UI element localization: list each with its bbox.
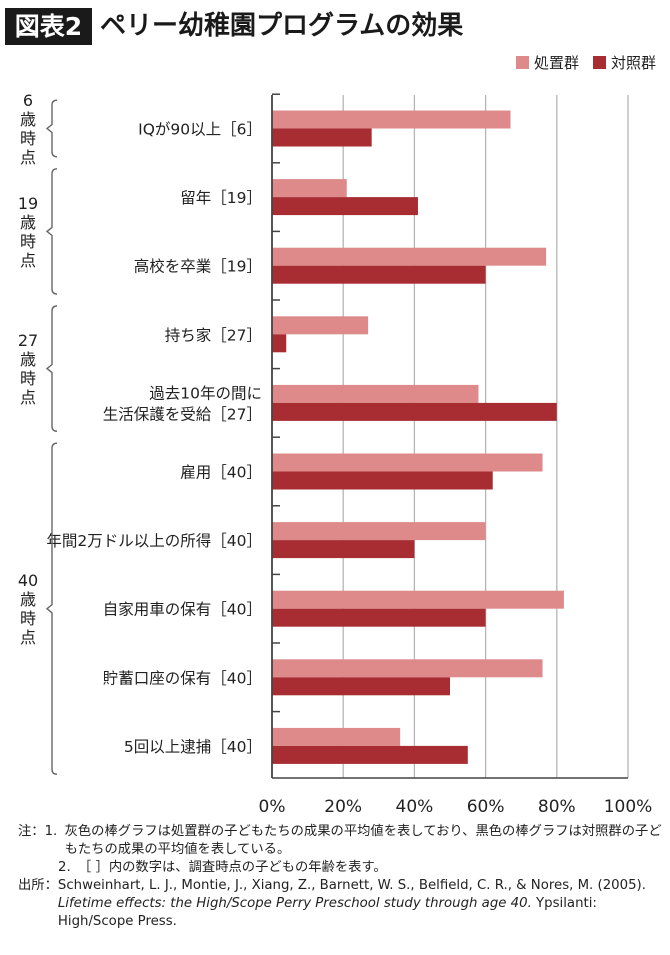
group-label: 歳 — [20, 213, 36, 232]
x-tick-label: 40% — [396, 797, 434, 817]
source-text: Schweinhart, L. J., Montie, J., Xiang, Z… — [57, 878, 646, 929]
legend-item-treatment: 処置群 — [515, 52, 579, 73]
note-head: 注： — [18, 824, 45, 839]
bar-treatment — [272, 522, 486, 541]
bar-treatment — [272, 316, 369, 335]
legend-item-control: 対照群 — [592, 52, 656, 73]
bar-control — [272, 128, 372, 147]
group-label: 40 — [18, 571, 38, 590]
x-tick-label: 80% — [538, 797, 576, 817]
legend-swatch-control — [592, 56, 606, 69]
legend: 処置群 対照群 — [515, 52, 656, 73]
group-label: 時 — [20, 609, 36, 628]
note2-num: 2. — [58, 860, 71, 875]
group-label: 時 — [20, 369, 36, 388]
category-label: 持ち家［27］ — [165, 326, 262, 344]
legend-label-treatment: 処置群 — [533, 54, 579, 72]
bar-treatment — [272, 727, 401, 746]
group-label: 歳 — [20, 590, 36, 609]
bar-control — [272, 334, 287, 353]
category-label: 雇用［40］ — [180, 464, 262, 482]
group-bracket — [45, 305, 58, 432]
x-tick-label: 100% — [604, 797, 653, 817]
x-tick-label: 0% — [259, 797, 286, 817]
notes: 注： 1. 灰色の棒グラフは処置群の子どもたちの成果の平均値を表しており、黒色の棒グ… — [18, 823, 663, 931]
legend-swatch-treatment — [515, 56, 529, 69]
group-bracket — [45, 442, 58, 775]
legend-label-control: 対照群 — [610, 54, 656, 72]
bar-chart: 0% 20% 40% 60% 80% 100% IQが90以上［6］ 留年［19］ 高校を卒業［… — [18, 91, 653, 817]
group-label: 点 — [20, 148, 36, 167]
group-label: 点 — [20, 628, 36, 647]
bar-treatment — [272, 453, 543, 472]
bar-treatment — [272, 179, 347, 198]
chart-title: ペリー幼稚園プログラムの効果 — [100, 11, 464, 41]
bar-control — [272, 677, 450, 696]
group-bracket — [45, 99, 58, 158]
note2-text: ［ ］内の数字は、調査時点の子どもの年齢を表す。 — [78, 860, 387, 875]
group-label: 点 — [20, 251, 36, 270]
group-label: 歳 — [20, 350, 36, 369]
note1-text: 灰色の棒グラフは処置群の子どもたちの成果の平均値を表しており、黒色の棒グラフは対… — [64, 824, 662, 857]
group-label: 時 — [20, 232, 36, 251]
category-label: 5回以上逮捕［40］ — [124, 738, 262, 756]
bar-control — [272, 540, 415, 559]
group-label: 時 — [20, 129, 36, 148]
category-label: 留年［19］ — [180, 189, 262, 207]
category-label: 高校を卒業［19］ — [134, 258, 262, 276]
bar-treatment — [272, 247, 547, 266]
group-label: 6 — [23, 91, 33, 110]
bar-control — [272, 608, 486, 627]
group-label: 19 — [18, 194, 38, 213]
category-label: IQが90以上［6］ — [138, 121, 262, 139]
group-bracket — [45, 168, 58, 295]
bar-control — [272, 745, 468, 764]
bar-treatment — [272, 590, 564, 609]
category-label: 自家用車の保有［40］ — [103, 601, 262, 619]
x-tick-label: 60% — [467, 797, 505, 817]
category-label: 生活保護を受給［27］ — [103, 405, 262, 423]
group-label: 点 — [20, 388, 36, 407]
bar-treatment — [272, 384, 479, 403]
bar-control — [272, 197, 418, 216]
category-label: 貯蓄口座の保有［40］ — [103, 669, 262, 687]
group-label: 歳 — [20, 110, 36, 129]
category-label: 年間2万ドル以上の所得［40］ — [46, 532, 262, 550]
bar-control — [272, 471, 493, 490]
x-tick-label: 20% — [324, 797, 362, 817]
bar-control — [272, 265, 486, 284]
bar-treatment — [272, 110, 511, 129]
bar-control — [272, 402, 557, 421]
figure-badge: 図表2 — [5, 8, 92, 45]
group-label: 27 — [18, 331, 38, 350]
bar-treatment — [272, 659, 543, 678]
note1-num: 1. — [44, 824, 58, 839]
category-label: 過去10年の間に — [149, 384, 262, 402]
source-head: 出所： — [18, 878, 58, 893]
